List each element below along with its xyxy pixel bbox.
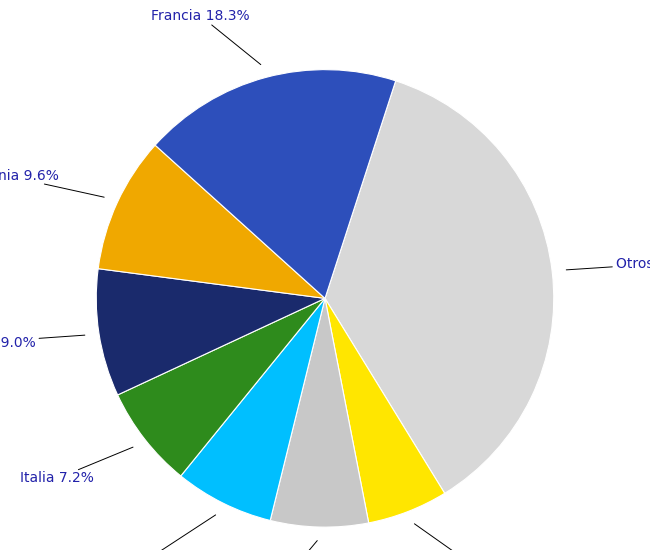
Text: Países Bajos 9.0%: Países Bajos 9.0%	[0, 335, 85, 350]
Wedge shape	[270, 298, 369, 527]
Wedge shape	[155, 70, 396, 298]
Wedge shape	[98, 145, 325, 298]
Wedge shape	[118, 298, 325, 476]
Text: Otros 36.2%: Otros 36.2%	[566, 257, 650, 271]
Text: Suecia 6.9%: Suecia 6.9%	[232, 541, 318, 550]
Wedge shape	[325, 81, 554, 493]
Text: Portugal 7.0%: Portugal 7.0%	[98, 515, 216, 550]
Wedge shape	[181, 298, 325, 520]
Text: Rumanía 5.7%: Rumanía 5.7%	[415, 524, 532, 550]
Wedge shape	[96, 269, 325, 395]
Text: Alemania 9.6%: Alemania 9.6%	[0, 169, 104, 197]
Wedge shape	[325, 298, 445, 523]
Text: La Roda - Turistas extranjeros según país - Agosto de 2024: La Roda - Turistas extranjeros según paí…	[89, 15, 561, 31]
Text: Francia 18.3%: Francia 18.3%	[151, 8, 261, 64]
Text: Italia 7.2%: Italia 7.2%	[20, 447, 133, 486]
